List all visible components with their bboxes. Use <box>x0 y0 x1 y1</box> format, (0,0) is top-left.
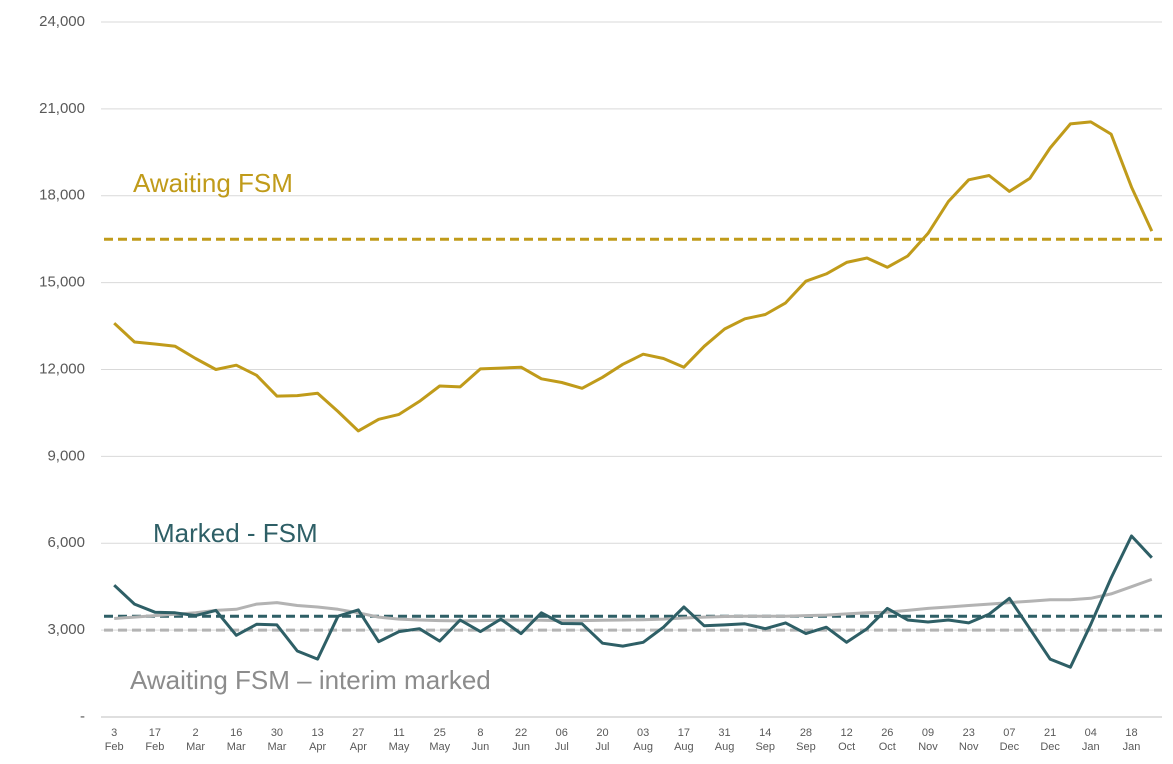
x-tick-label: 2 Mar <box>186 727 205 753</box>
x-tick-label: 26 Oct <box>879 727 896 753</box>
x-tick-label: 07 Dec <box>1000 727 1020 753</box>
x-tick-label: 13 Apr <box>309 727 326 753</box>
y-tick-label: - <box>80 708 85 725</box>
y-tick-label: 6,000 <box>47 534 85 551</box>
y-tick-label: 9,000 <box>47 447 85 464</box>
series-label: Awaiting FSM – interim marked <box>130 665 491 695</box>
x-tick-label: 28 Sep <box>796 727 816 753</box>
series-label: Awaiting FSM <box>133 168 293 198</box>
x-tick-label: 09 Nov <box>918 727 938 753</box>
y-tick-label: 24,000 <box>39 13 85 30</box>
x-tick-label: 06 Jul <box>555 727 569 753</box>
series-line <box>114 577 1153 623</box>
x-tick-label: 14 Sep <box>755 727 775 753</box>
series-line <box>113 120 1154 433</box>
series-label: Marked - FSM <box>153 518 318 548</box>
series-line <box>113 534 1153 669</box>
x-tick-label: 17 Aug <box>674 727 694 753</box>
x-tick-label: 04 Jan <box>1082 727 1100 753</box>
x-tick-label: 03 Aug <box>633 727 653 753</box>
x-tick-label: 23 Nov <box>959 727 979 753</box>
x-tick-label: 27 Apr <box>350 727 367 753</box>
x-tick-label: 11 May <box>389 727 410 753</box>
x-tick-label: 21 Dec <box>1040 727 1060 753</box>
x-tick-label: 25 May <box>429 727 450 753</box>
x-tick-label: 22 Jun <box>512 727 530 753</box>
x-tick-label: 3 Feb <box>105 727 124 753</box>
x-tick-label: 18 Jan <box>1123 727 1141 753</box>
x-tick-label: 17 Feb <box>145 727 164 753</box>
y-tick-label: 12,000 <box>39 360 85 377</box>
x-tick-label: 12 Oct <box>838 727 855 753</box>
x-tick-label: 31 Aug <box>715 727 735 753</box>
y-tick-label: 21,000 <box>39 100 85 117</box>
x-tick-label: 16 Mar <box>227 727 246 753</box>
y-tick-label: 15,000 <box>39 274 85 291</box>
x-tick-label: 20 Jul <box>595 727 609 753</box>
y-tick-label: 3,000 <box>47 621 85 638</box>
x-tick-label: 30 Mar <box>267 727 286 753</box>
y-tick-label: 18,000 <box>39 187 85 204</box>
x-tick-label: 8 Jun <box>472 727 490 753</box>
